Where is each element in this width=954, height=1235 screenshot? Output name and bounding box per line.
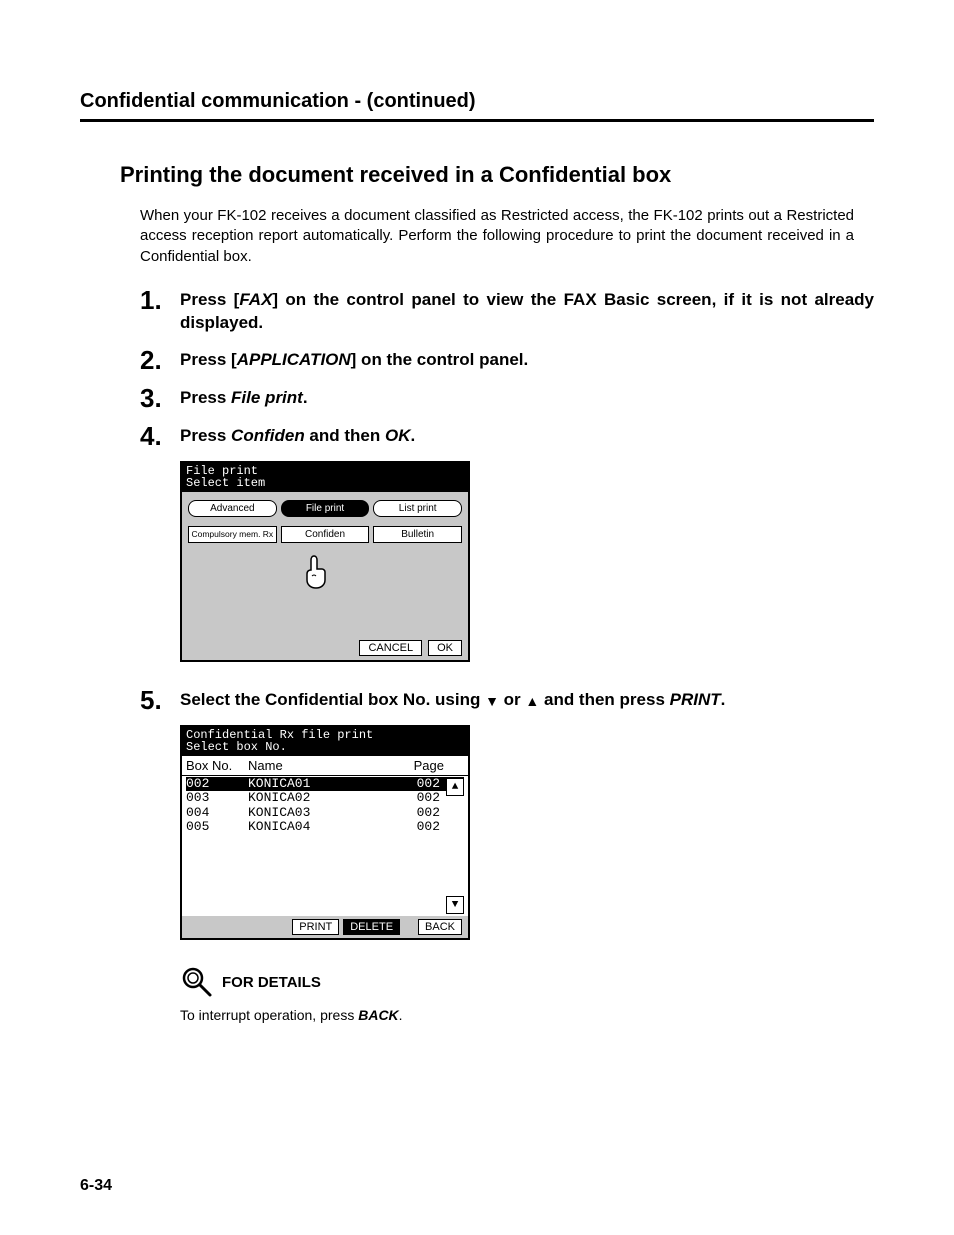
title-line-2: Select item [186, 477, 464, 490]
screen-title: Confidential Rx file print Select box No… [182, 727, 468, 756]
back-key: BACK [358, 1007, 398, 1023]
print-button[interactable]: PRINT [292, 919, 339, 935]
file-print-screen: File print Select item Advanced File pri… [180, 461, 470, 662]
step-5: 5. Select the Confidential box No. using… [140, 687, 874, 713]
t: Press [180, 388, 231, 407]
step-number: 3. [140, 385, 180, 411]
step-number: 1. [140, 287, 180, 335]
title-line-2: Select box No. [186, 741, 464, 754]
for-details-block: FOR DETAILS To interrupt operation, pres… [180, 965, 874, 1023]
col-name: Name [248, 758, 404, 773]
step-4: 4. Press Confiden and then OK. [140, 423, 874, 449]
cell-box-no: 004 [186, 806, 248, 820]
ok-key: OK [385, 426, 411, 445]
table-row[interactable]: 002KONICA01002 [186, 777, 464, 791]
step-list-cont: 5. Select the Confidential box No. using… [140, 687, 874, 713]
cell-name: KONICA04 [248, 820, 404, 834]
screen-body: Advanced File print List print Compulsor… [182, 492, 468, 660]
t: Press [ [180, 290, 239, 309]
t: Select the Confidential box No. using [180, 690, 485, 709]
option-row: Compulsory mem. Rx Confiden Bulletin [188, 526, 462, 543]
cell-name: KONICA02 [248, 791, 404, 805]
footer-buttons: CANCEL OK [359, 640, 462, 656]
table-row[interactable]: 005KONICA04002 [186, 820, 464, 834]
step-text: Press [APPLICATION] on the control panel… [180, 347, 874, 373]
step-number: 2. [140, 347, 180, 373]
cell-box-no: 003 [186, 791, 248, 805]
t: . [721, 690, 726, 709]
scroll-up-button[interactable]: ▲ [446, 778, 464, 796]
step-1: 1. Press [FAX] on the control panel to v… [140, 287, 874, 335]
t: ] on the control panel to view the FAX B… [180, 290, 874, 332]
footer-buttons: PRINT DELETE BACK [182, 916, 468, 938]
t: and then [305, 426, 385, 445]
t: or [499, 690, 525, 709]
print-key: PRINT [670, 690, 721, 709]
page-number: 6-34 [80, 1177, 112, 1195]
file-print-key: File print [231, 388, 303, 407]
fax-key: FAX [239, 290, 272, 309]
confiden-button[interactable]: Confiden [281, 526, 370, 543]
list-print-tab[interactable]: List print [373, 500, 462, 517]
step-text: Press Confiden and then OK. [180, 423, 874, 449]
cell-name: KONICA03 [248, 806, 404, 820]
down-triangle-icon: ▼ [485, 692, 499, 711]
scroll-arrows: ▲ ▼ [446, 778, 464, 914]
t: ] on the control panel. [351, 350, 529, 369]
magnifier-icon [180, 965, 214, 999]
step-text: Press [FAX] on the control panel to view… [180, 287, 874, 335]
step-3: 3. Press File print. [140, 385, 874, 411]
col-box-no: Box No. [186, 758, 248, 773]
step-list: 1. Press [FAX] on the control panel to v… [140, 287, 874, 449]
table-header: Box No. Name Page [182, 756, 468, 776]
t: and then press [539, 690, 669, 709]
intro-paragraph: When your FK-102 receives a document cla… [140, 206, 854, 267]
delete-button[interactable]: DELETE [343, 919, 400, 935]
details-heading-text: FOR DETAILS [222, 974, 321, 991]
tab-row: Advanced File print List print [188, 500, 462, 517]
screen-title: File print Select item [182, 463, 468, 492]
table-body: 002KONICA01002003KONICA02002004KONICA030… [182, 776, 468, 916]
confidential-rx-screen: Confidential Rx file print Select box No… [180, 725, 470, 940]
t: . [303, 388, 308, 407]
t: . [399, 1007, 403, 1023]
up-triangle-icon: ▲ [525, 692, 539, 711]
back-button[interactable]: BACK [418, 919, 462, 935]
step-text: Select the Confidential box No. using ▼ … [180, 687, 874, 713]
file-print-tab[interactable]: File print [281, 500, 370, 517]
table-row[interactable]: 004KONICA03002 [186, 806, 464, 820]
step-2: 2. Press [APPLICATION] on the control pa… [140, 347, 874, 373]
t: Press [180, 426, 231, 445]
step-text: Press File print. [180, 385, 874, 411]
details-body: To interrupt operation, press BACK. [180, 1007, 874, 1023]
page-header: Confidential communication - (continued) [80, 90, 874, 122]
t: To interrupt operation, press [180, 1007, 358, 1023]
section-title: Printing the document received in a Conf… [120, 162, 874, 188]
advanced-tab[interactable]: Advanced [188, 500, 277, 517]
bulletin-button[interactable]: Bulletin [373, 526, 462, 543]
col-page: Page [404, 758, 464, 773]
cell-name: KONICA01 [248, 777, 404, 791]
t: Press [ [180, 350, 237, 369]
cancel-button[interactable]: CANCEL [359, 640, 422, 656]
application-key: APPLICATION [237, 350, 351, 369]
cell-box-no: 005 [186, 820, 248, 834]
cell-box-no: 002 [186, 777, 248, 791]
table-row[interactable]: 003KONICA02002 [186, 791, 464, 805]
ok-button[interactable]: OK [428, 640, 462, 656]
compulsory-button[interactable]: Compulsory mem. Rx [188, 526, 277, 543]
t: . [410, 426, 415, 445]
scroll-down-button[interactable]: ▼ [446, 896, 464, 914]
step-number: 5. [140, 687, 180, 713]
pointer-hand-icon [302, 554, 330, 590]
step-number: 4. [140, 423, 180, 449]
details-heading: FOR DETAILS [180, 965, 874, 999]
confiden-key: Confiden [231, 426, 305, 445]
